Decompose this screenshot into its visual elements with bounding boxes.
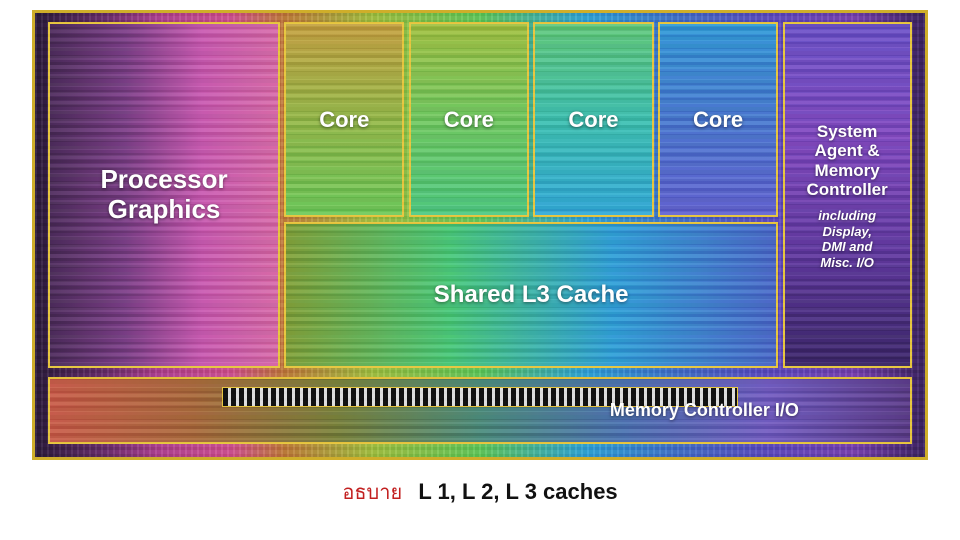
label-system-agent-sub: includingDisplay,DMI andMisc. I/O [818, 208, 876, 270]
label-core-1: Core [315, 105, 373, 134]
block-shared-l3-cache: Shared L3 Cache [284, 222, 778, 369]
die-outline: ProcessorGraphics Core Core Core Core Sh… [32, 10, 928, 460]
label-core-2: Core [440, 105, 498, 134]
block-processor-graphics: ProcessorGraphics [48, 22, 279, 368]
label-memory-controller-io: Memory Controller I/O [606, 398, 803, 423]
block-system-agent: SystemAgent &MemoryController includingD… [783, 22, 912, 368]
caption-prefix: อธบาย [342, 482, 402, 504]
block-core-3: Core [533, 22, 653, 217]
block-memory-controller-io: Memory Controller I/O [48, 377, 911, 444]
caption-rest: L 1, L 2, L 3 caches [418, 479, 617, 504]
label-system-agent: SystemAgent &MemoryController [803, 120, 892, 202]
caption: อธบาย L 1, L 2, L 3 caches [342, 476, 617, 508]
block-core-2: Core [409, 22, 529, 217]
die-diagram: ProcessorGraphics Core Core Core Core Sh… [20, 0, 940, 470]
block-core-4: Core [658, 22, 778, 217]
block-core-1: Core [284, 22, 404, 217]
label-processor-graphics: ProcessorGraphics [96, 163, 231, 227]
label-core-3: Core [564, 105, 622, 134]
label-shared-l3-cache: Shared L3 Cache [430, 279, 633, 311]
label-core-4: Core [689, 105, 747, 134]
